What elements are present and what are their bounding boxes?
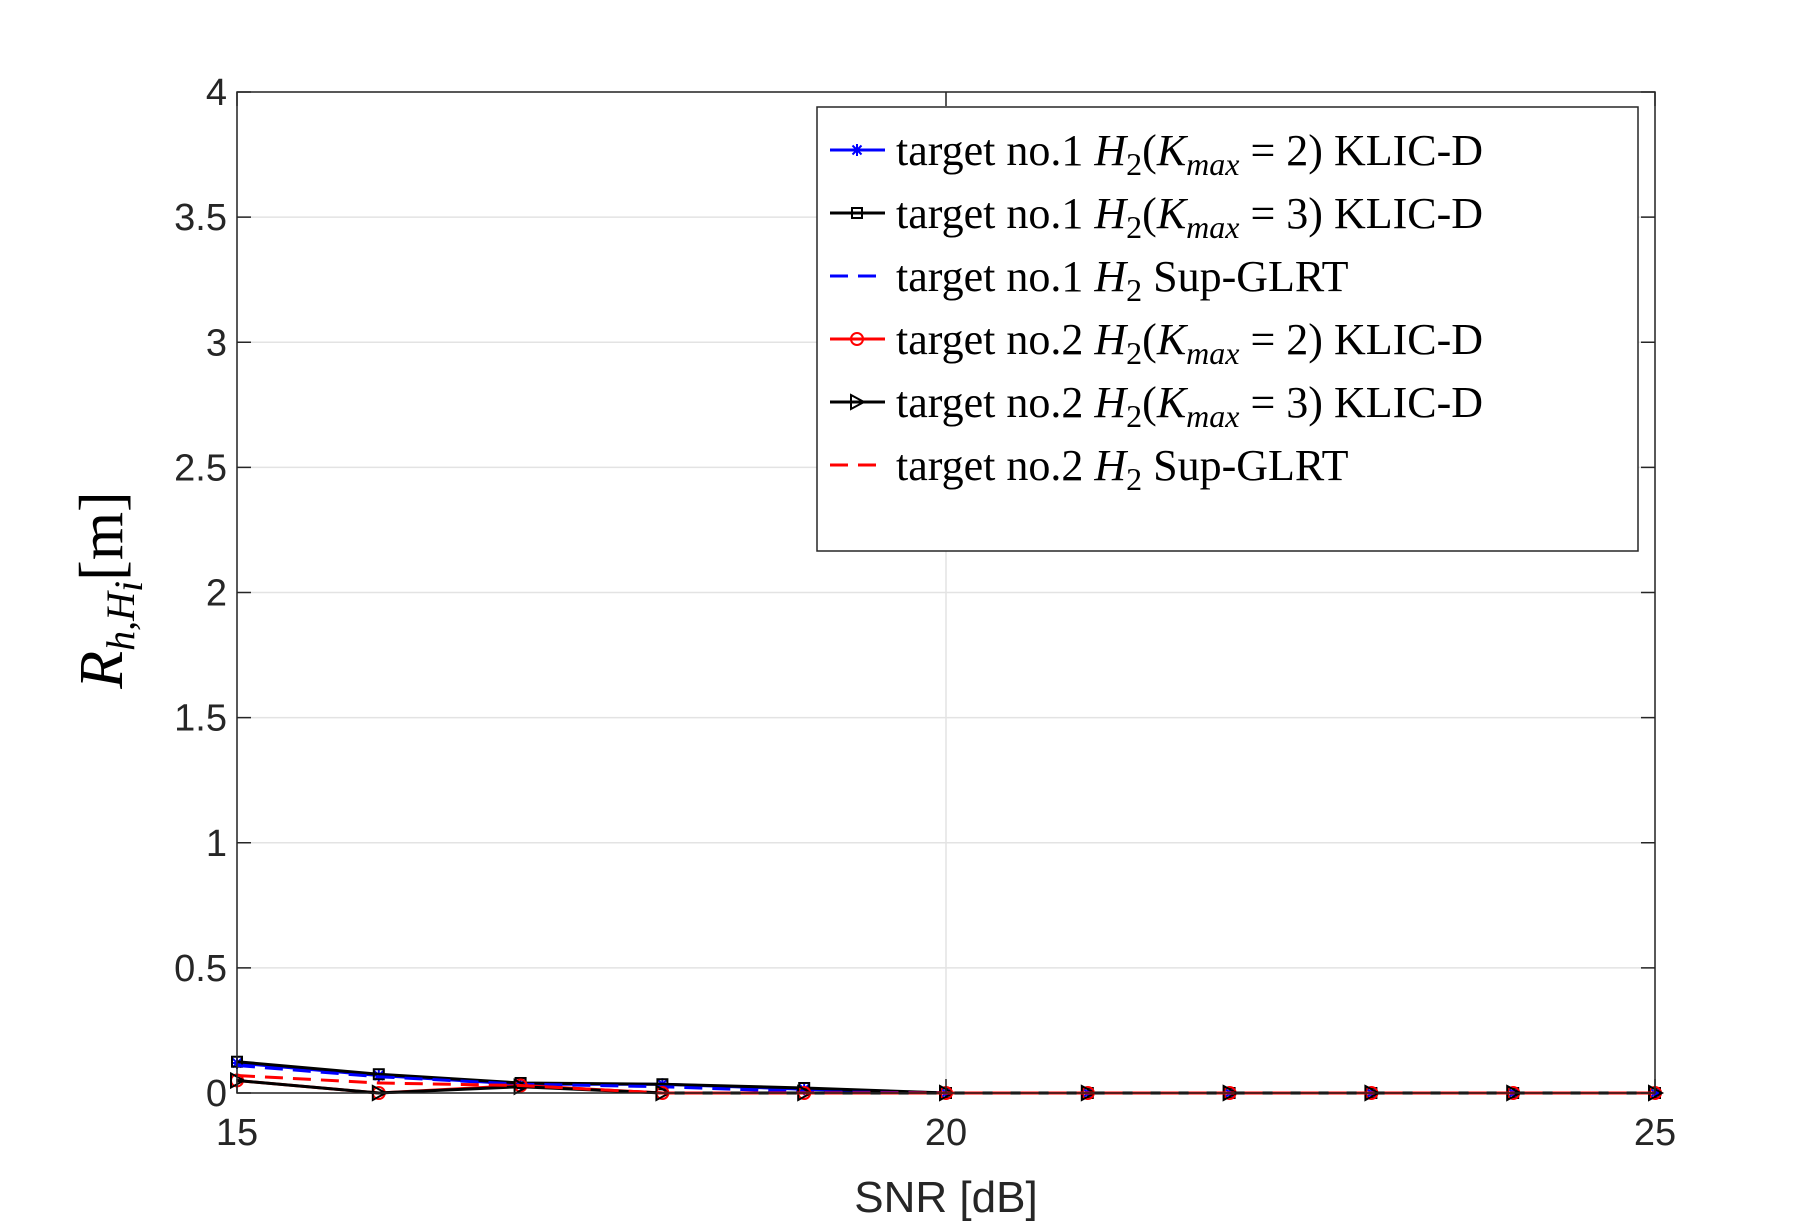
legend-item: target no.1 H2(Kmax = 3) KLIC-D — [830, 189, 1483, 245]
legend-label: target no.2 H2(Kmax = 2) KLIC-D — [896, 315, 1483, 371]
x-tick-label: 25 — [1634, 1112, 1676, 1154]
x-tick-label: 15 — [216, 1112, 258, 1154]
legend-item: target no.2 H2(Kmax = 3) KLIC-D — [830, 378, 1483, 434]
legend-label: target no.2 H2(Kmax = 3) KLIC-D — [896, 378, 1483, 434]
y-tick-label: 0 — [206, 1073, 227, 1115]
legend-item: target no.1 H2(Kmax = 2) KLIC-D — [830, 126, 1483, 182]
legend-item: target no.2 H2(Kmax = 2) KLIC-D — [830, 315, 1483, 371]
legend-label: target no.1 H2(Kmax = 3) KLIC-D — [896, 189, 1483, 245]
data-point — [372, 1068, 385, 1081]
x-axis-label: SNR [dB] — [854, 1173, 1037, 1221]
y-tick-label: 1.5 — [174, 698, 227, 740]
data-point — [513, 1078, 530, 1096]
legend-item: target no.1 H2 Sup-GLRT — [830, 252, 1349, 308]
x-tick-label: 20 — [925, 1112, 967, 1154]
y-label-main: R — [68, 651, 136, 690]
y-tick-label: 2.5 — [174, 447, 227, 489]
y-tick-label: 1 — [206, 823, 227, 865]
legend: target no.1 H2(Kmax = 2) KLIC-D target no… — [816, 106, 1639, 552]
svg-text:Rh,Hi[m]: Rh,Hi[m] — [68, 491, 151, 689]
axis-ticks: 0 0.5 1 1.5 2 2.5 3 3.5 4 15 20 25 — [174, 72, 1676, 1154]
y-axis-label: Rh,Hi[m] — [68, 491, 151, 689]
legend-label: target no.2 H2 Sup-GLRT — [896, 441, 1349, 497]
legend-label: target no.1 H2(Kmax = 2) KLIC-D — [896, 126, 1483, 182]
y-label-subsub: i — [106, 581, 151, 592]
y-label-rest: [m] — [68, 491, 136, 581]
legend-box — [816, 106, 1639, 552]
legend-label: target no.1 H2 Sup-GLRT — [896, 252, 1349, 308]
y-tick-label: 4 — [206, 72, 227, 114]
legend-item: target no.2 H2 Sup-GLRT — [830, 441, 1349, 497]
legend-marker — [851, 207, 863, 219]
y-tick-label: 0.5 — [174, 948, 227, 990]
legend-marker — [851, 144, 863, 156]
legend-marker — [850, 332, 864, 346]
y-label-sub: h,H — [98, 590, 143, 651]
y-tick-label: 2 — [206, 573, 227, 615]
y-tick-label: 3.5 — [174, 197, 227, 239]
y-tick-label: 3 — [206, 322, 227, 364]
legend-marker — [850, 393, 867, 411]
